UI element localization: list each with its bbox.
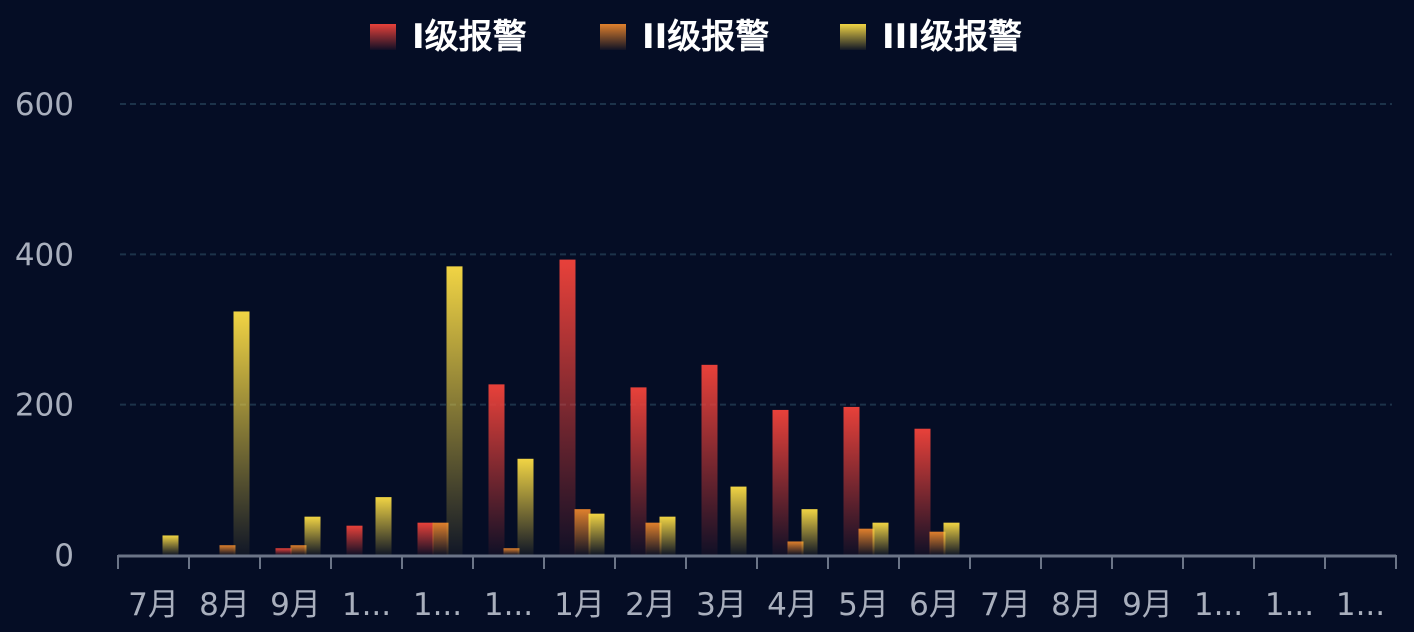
x-tick-label: 1... [342, 587, 391, 623]
bar-level-3[interactable] [730, 486, 747, 555]
x-tick-label: 7月 [128, 587, 179, 623]
legend-label[interactable]: II级报警 [642, 17, 769, 57]
bar-level-1[interactable] [559, 259, 576, 555]
grid [120, 103, 1392, 406]
legend-swatch[interactable] [600, 24, 626, 50]
bar-level-1[interactable] [346, 525, 363, 555]
bar-level-3[interactable] [801, 509, 818, 555]
bar-level-1[interactable] [701, 364, 718, 555]
bar-level-3[interactable] [162, 535, 179, 555]
x-tick-label: 1... [484, 587, 533, 623]
legend-label[interactable]: III级报警 [882, 17, 1022, 57]
bar-level-2[interactable] [929, 531, 946, 555]
bar-level-3[interactable] [943, 522, 960, 555]
x-tick-label: 1... [1265, 587, 1314, 623]
bar-level-1[interactable] [417, 522, 434, 555]
bar-level-2[interactable] [219, 545, 236, 555]
x-tick-label: 9月 [1122, 587, 1173, 623]
x-tick-label: 1月 [554, 587, 605, 623]
bar-level-3[interactable] [517, 458, 534, 555]
x-tick-label: 5月 [838, 587, 889, 623]
x-tick-label: 8月 [199, 587, 250, 623]
legend-label[interactable]: I级报警 [412, 17, 527, 57]
legend-swatch[interactable] [370, 24, 396, 50]
y-tick-label: 600 [15, 87, 74, 123]
bar-level-3[interactable] [304, 516, 321, 555]
bar-level-1[interactable] [772, 409, 789, 555]
y-axis: 0 200 400 600 [15, 87, 74, 574]
bar-level-3[interactable] [588, 513, 605, 555]
bar-level-2[interactable] [290, 545, 307, 555]
bars [162, 259, 960, 555]
x-tick-label: 1... [1194, 587, 1243, 623]
bar-level-2[interactable] [503, 548, 520, 555]
x-tick-label: 1... [1336, 587, 1385, 623]
x-tick-label: 7月 [980, 587, 1031, 623]
y-tick-label: 400 [15, 237, 74, 273]
bar-level-1[interactable] [843, 406, 860, 555]
bar-level-1[interactable] [488, 384, 505, 555]
bar-level-2[interactable] [432, 522, 449, 555]
x-tick-label: 4月 [767, 587, 818, 623]
bar-level-3[interactable] [659, 516, 676, 555]
bar-level-2[interactable] [787, 541, 804, 555]
bar-level-2[interactable] [858, 528, 875, 555]
bar-level-3[interactable] [233, 311, 250, 555]
bar-level-3[interactable] [872, 522, 889, 555]
bar-level-2[interactable] [645, 522, 662, 555]
bar-level-2[interactable] [574, 509, 591, 555]
x-tick-label: 9月 [270, 587, 321, 623]
x-tick-label: 8月 [1051, 587, 1102, 623]
legend-swatch[interactable] [840, 24, 866, 50]
x-axis: 7月 8月 9月 1... 1... 1... 1月 2月 3月 4月 5月 6月 7月 8月 9月 1...… [117, 554, 1397, 623]
y-tick-label: 0 [54, 538, 74, 574]
bar-level-3[interactable] [446, 266, 463, 555]
bar-level-1[interactable] [275, 548, 292, 555]
y-tick-label: 200 [15, 388, 74, 424]
bar-level-1[interactable] [914, 428, 931, 555]
bar-level-1[interactable] [630, 387, 647, 555]
x-tick-label: 3月 [696, 587, 747, 623]
legend: I级报警 II级报警 III级报警 [370, 17, 1022, 57]
x-tick-label: 2月 [625, 587, 676, 623]
bar-level-3[interactable] [375, 497, 392, 555]
x-tick-label: 6月 [909, 587, 960, 623]
x-tick-label: 1... [413, 587, 462, 623]
